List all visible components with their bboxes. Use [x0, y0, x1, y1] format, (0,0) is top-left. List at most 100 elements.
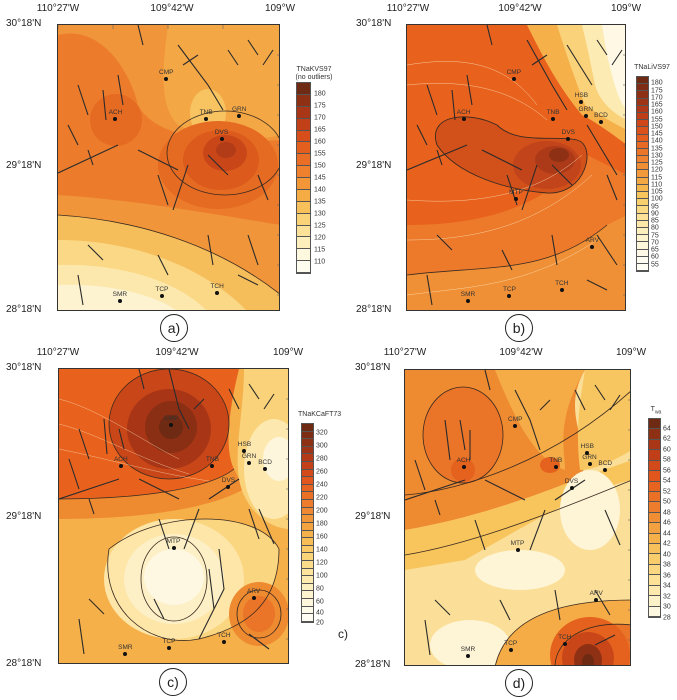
colorbar-ticks-c: 320 300 280 260 240 220 200 180 160 140 … — [316, 423, 340, 627]
lat-label-mid: 29°18'N — [6, 160, 42, 171]
colorbar-d — [648, 418, 661, 618]
colorbar-tick: 200 — [316, 507, 328, 515]
stray-panel-label: c) — [338, 627, 348, 641]
colorbar-tick: 180 — [651, 79, 663, 87]
colorbar-tick: 90 — [651, 210, 659, 218]
station-label: CMP — [163, 414, 179, 422]
colorbar-tick: 65 — [651, 246, 659, 254]
station-label: SMR — [112, 291, 128, 299]
station-dot — [583, 114, 588, 119]
colorbar-tick: 155 — [314, 150, 326, 158]
station-label: CMP — [506, 69, 522, 77]
station-label: TNB — [546, 109, 560, 117]
colorbar-tick: 300 — [316, 442, 328, 450]
station-dot — [514, 196, 518, 201]
panel-label-c: c) — [159, 668, 187, 696]
station-dot — [579, 99, 584, 104]
station-label: ACH — [456, 109, 471, 117]
colorbar-tick: 70 — [651, 239, 659, 247]
panel-label-a: a) — [160, 314, 188, 342]
colorbar-tick: 30 — [663, 603, 671, 611]
station-label: DVS — [221, 476, 236, 484]
station-label: GRN — [231, 106, 247, 114]
lon-label-west: 110°27'W — [36, 3, 80, 14]
colorbar-ticks-d: 64 62 60 58 56 54 52 50 48 46 44 42 40 3… — [663, 418, 677, 621]
station-dot — [553, 465, 558, 470]
colorbar-tick: 145 — [651, 130, 663, 138]
colorbar-tick: 160 — [316, 533, 328, 541]
colorbar-tick: 32 — [663, 593, 671, 601]
station-label: ACH — [108, 109, 123, 117]
colorbar-tick: 34 — [663, 582, 671, 590]
colorbar-tick: 280 — [316, 455, 328, 463]
colorbar-tick: 50 — [663, 498, 671, 506]
colorbar-tick: 60 — [316, 598, 324, 606]
colorbar-tick: 40 — [663, 551, 671, 559]
station-label: TCH — [217, 632, 231, 640]
lon-label-mid: 109°42'W — [499, 347, 543, 358]
station-dot — [569, 486, 574, 490]
colorbar-tick: 46 — [663, 519, 671, 527]
colorbar-tick: 60 — [663, 446, 671, 454]
station-dot — [204, 117, 209, 122]
station-dot — [263, 466, 268, 471]
legend-title-line2: (no outliers) — [295, 74, 333, 81]
station-label: GRN — [578, 106, 593, 114]
station-dot — [559, 288, 564, 293]
colorbar-tick: 110 — [314, 258, 326, 266]
lon-label-east: 109°W — [615, 347, 647, 358]
colorbar-tick: 150 — [314, 162, 326, 170]
lat-label-north: 30°18'N — [355, 362, 391, 373]
station-dot — [461, 117, 466, 122]
colorbar-tick: 44 — [663, 530, 671, 538]
station-dot — [508, 648, 513, 653]
station-label: TCP — [162, 638, 176, 646]
station-label: TCH — [555, 280, 569, 288]
station-label: SMR — [460, 291, 476, 299]
station-label: TCP — [502, 285, 516, 293]
colorbar-tick: 160 — [651, 108, 663, 116]
colorbar-tick: 95 — [651, 203, 659, 211]
legend-title-c: TNaKCaFT73 — [298, 411, 346, 419]
station-dot — [513, 424, 518, 429]
station-dot — [590, 245, 595, 250]
lon-label-mid: 109°42'W — [150, 3, 194, 14]
station-dot — [242, 449, 247, 454]
station-dot — [226, 484, 231, 489]
station-label: DVS — [561, 129, 575, 136]
station-dot — [164, 77, 169, 82]
station-dot — [551, 117, 556, 122]
station-label: MTP — [510, 539, 525, 547]
lat-label-north: 30°18'N — [6, 362, 42, 373]
station-dot — [585, 450, 590, 455]
legend-title-line1: TNaKCaFT73 — [298, 411, 342, 418]
station-dot — [511, 77, 516, 82]
contour-surface-a — [58, 25, 279, 310]
station-label: ARV — [585, 237, 599, 245]
colorbar-tick: 52 — [663, 488, 671, 496]
station-label: HSB — [237, 441, 252, 449]
station-label: MTP — [166, 538, 181, 546]
lon-label-mid: 109°42'W — [498, 3, 542, 14]
station-label: ARV — [247, 588, 261, 596]
station-label: TNB — [205, 456, 219, 464]
lon-label-east: 109°W — [610, 3, 642, 14]
lon-label-east: 109°W — [264, 3, 296, 14]
lat-label-south: 28°18'N — [6, 658, 42, 669]
station-dot — [159, 293, 164, 298]
station-dot — [562, 642, 567, 647]
colorbar-tick: 75 — [651, 232, 659, 240]
colorbar-tick: 180 — [314, 90, 326, 98]
panel-label-d: d) — [505, 669, 533, 697]
station-dot — [169, 422, 174, 427]
station-dot — [221, 640, 226, 645]
colorbar-tick: 120 — [314, 234, 326, 242]
station-dot — [466, 654, 470, 659]
station-label: TCP — [504, 640, 518, 648]
lat-label-north: 30°18'N — [356, 18, 392, 29]
colorbar-tick: 140 — [314, 186, 326, 194]
legend-title-a: TNaKVS97 (no outliers) — [290, 66, 338, 82]
station-dot — [123, 652, 128, 657]
station-dot — [461, 465, 466, 470]
contour-surface-b — [407, 25, 625, 310]
